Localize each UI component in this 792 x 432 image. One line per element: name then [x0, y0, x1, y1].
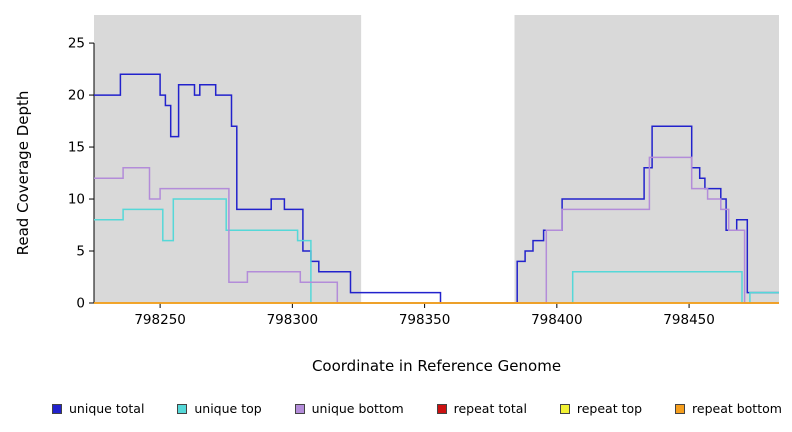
- y-tick-label: 0: [76, 296, 85, 312]
- legend-item-unique-total: unique total: [52, 401, 144, 416]
- y-axis-title: Read Coverage Depth: [14, 91, 32, 256]
- x-tick-label: 798450: [663, 312, 715, 328]
- y-tick-label: 15: [68, 140, 85, 156]
- legend-label: repeat total: [453, 401, 527, 416]
- x-tick-label: 798350: [399, 312, 451, 328]
- plot-canvas: Read Coverage Depth 798250 798300 798350 79…: [14, 15, 779, 328]
- x-tick-label: 798250: [134, 312, 186, 328]
- legend-swatch-unique-top: [177, 403, 188, 414]
- legend-item-repeat-total: repeat total: [436, 401, 527, 416]
- legend-label: unique total: [69, 401, 145, 416]
- series-line-unique-total: [94, 73, 779, 304]
- legend-item-repeat-top: repeat top: [559, 401, 643, 416]
- y-tick-label: 20: [68, 88, 85, 104]
- legend-label: unique top: [194, 401, 262, 416]
- legend-label: repeat top: [576, 401, 643, 416]
- series-line-unique-top: [94, 198, 779, 304]
- x-axis-title: Coordinate in Reference Genome: [311, 357, 562, 375]
- legend-swatch-unique-total: [52, 403, 62, 414]
- legend-swatch-repeat-top: [559, 403, 570, 414]
- legend-swatch-repeat-bottom: [675, 403, 686, 414]
- series-line-unique-bottom: [94, 156, 779, 304]
- legend-swatch-unique-bottom: [294, 403, 305, 414]
- y-tick-label: 25: [68, 36, 85, 52]
- legend-swatch-repeat-total: [436, 403, 447, 414]
- shaded-region: [514, 15, 779, 303]
- legend-label: unique bottom: [311, 401, 404, 416]
- shaded-region: [94, 15, 362, 303]
- x-tick-label: 798300: [267, 312, 319, 328]
- y-tick-label: 5: [76, 244, 85, 260]
- legend-label: repeat bottom: [692, 401, 782, 416]
- legend-item-repeat-bottom: repeat bottom: [675, 401, 782, 416]
- legend-item-unique-top: unique top: [177, 401, 262, 416]
- x-tick-label: 798400: [531, 312, 583, 328]
- legend: unique total unique top unique bottom repea…: [52, 401, 782, 416]
- legend-item-unique-bottom: unique bottom: [294, 401, 404, 416]
- y-tick-label: 10: [68, 192, 85, 208]
